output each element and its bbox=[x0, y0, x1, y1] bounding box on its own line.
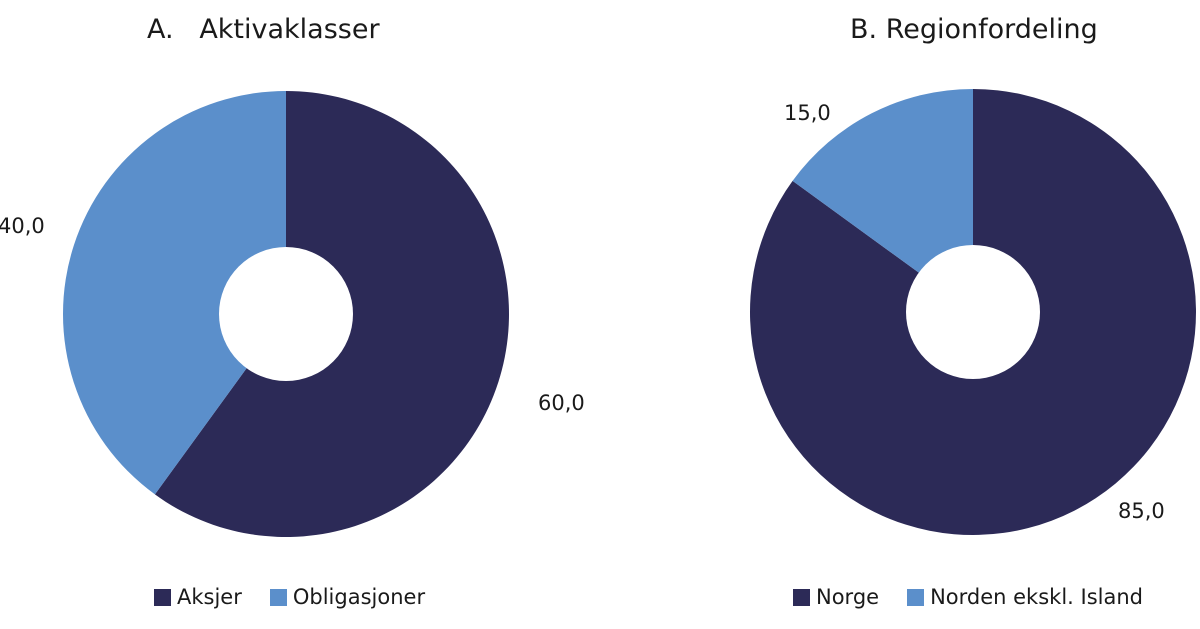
legend-label: Obligasjoner bbox=[292, 585, 426, 609]
chart-title: B. Regionfordeling bbox=[850, 14, 1098, 45]
chart-panel-regionfordeling: B. Regionfordeling 85,0 15,0 Norge Norden… bbox=[600, 0, 1200, 629]
data-label: 15,0 bbox=[784, 101, 831, 125]
legend-label: Aksjer bbox=[177, 585, 242, 609]
data-label: 40,0 bbox=[0, 214, 45, 238]
donut-hole bbox=[219, 247, 353, 381]
legend-swatch bbox=[269, 588, 287, 606]
legend-item-obligasjoner: Obligasjoner bbox=[269, 585, 426, 609]
legend: Aksjer Obligasjoner bbox=[154, 585, 453, 609]
donut-chart: 60,0 40,0 bbox=[0, 91, 585, 537]
legend-swatch bbox=[154, 588, 171, 606]
legend-label: Norden ekskl. Island bbox=[930, 585, 1143, 609]
chart-panel-aktivaklasser: A. Aktivaklasser 60,0 40,0 Aksjer Obligas… bbox=[0, 14, 585, 609]
donut-hole bbox=[906, 245, 1040, 379]
legend-item-norden: Norden ekskl. Island bbox=[907, 585, 1143, 609]
legend-swatch bbox=[907, 588, 925, 606]
slice-obligasjoner bbox=[62, 91, 287, 495]
legend-item-aksjer: Aksjer bbox=[154, 585, 242, 609]
data-label: 60,0 bbox=[538, 391, 585, 415]
data-label: 85,0 bbox=[1118, 499, 1165, 523]
legend-item-norge: Norge bbox=[793, 585, 879, 609]
chart-title: A. Aktivaklasser bbox=[147, 14, 380, 45]
legend-swatch bbox=[793, 588, 810, 606]
slice-norden-ekskl-island bbox=[792, 89, 973, 312]
donut-chart: 85,0 15,0 bbox=[750, 89, 1196, 535]
legend-label: Norge bbox=[816, 585, 880, 609]
legend: Norge Norden ekskl. Island bbox=[793, 585, 1171, 609]
